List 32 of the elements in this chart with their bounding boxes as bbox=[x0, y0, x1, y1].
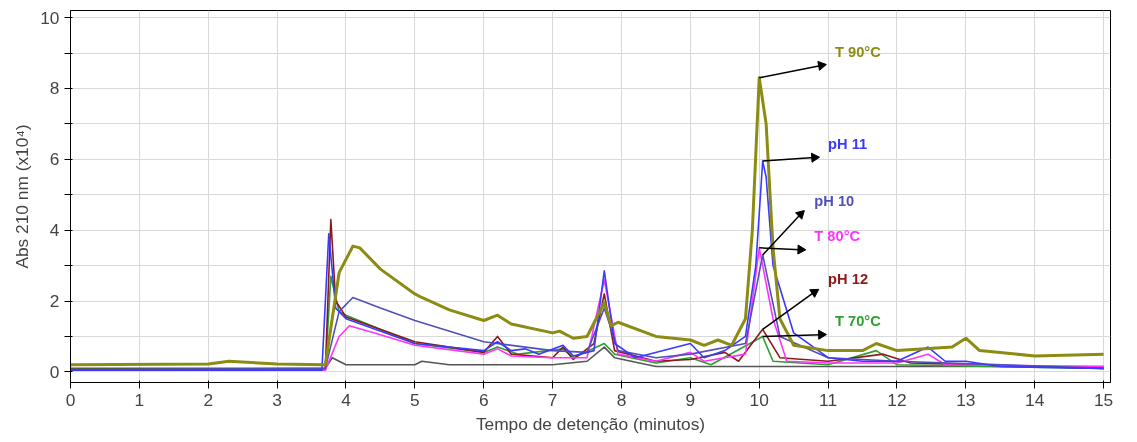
x-tick-label: 15 bbox=[1093, 389, 1114, 410]
x-axis-title: Tempo de detenção (minutos) bbox=[475, 413, 706, 434]
x-tick-label: 6 bbox=[478, 389, 489, 410]
line-series bbox=[70, 76, 1106, 367]
x-tick-label: 0 bbox=[65, 389, 76, 410]
y-axis-title: Abs 210 nm (x10⁴) bbox=[12, 124, 33, 269]
x-tick-label: 11 bbox=[819, 389, 838, 410]
line-series bbox=[70, 160, 1105, 371]
x-tick-label: 5 bbox=[410, 389, 420, 410]
text: T 90°C bbox=[835, 44, 882, 61]
x-tick-label: 7 bbox=[547, 389, 558, 410]
y-tick-label: 4 bbox=[49, 220, 60, 241]
x-tick-label: 13 bbox=[956, 389, 976, 410]
y-tick-label: 0 bbox=[49, 361, 60, 382]
y-tick-label: 8 bbox=[49, 78, 60, 99]
x-tick-label: 8 bbox=[616, 389, 627, 410]
y-tick-label: 6 bbox=[49, 149, 60, 170]
x-tick-label: 10 bbox=[749, 389, 769, 410]
text: pH 11 bbox=[828, 136, 868, 153]
y-tick-label: 2 bbox=[49, 291, 60, 312]
text: pH 10 bbox=[814, 192, 855, 209]
x-tick-label: 3 bbox=[272, 389, 282, 410]
y-tick-label: 10 bbox=[40, 7, 60, 28]
x-tick-label: 2 bbox=[203, 389, 214, 410]
x-tick-label: 1 bbox=[134, 389, 145, 410]
series-label: T 70°C bbox=[835, 313, 882, 330]
x-tick-label: 9 bbox=[685, 389, 696, 410]
x-tick-label: 14 bbox=[1025, 389, 1045, 410]
x-tick-label: 4 bbox=[341, 389, 352, 410]
text: pH 12 bbox=[828, 270, 869, 287]
x-tick-label: 12 bbox=[887, 389, 907, 410]
text: T 80°C bbox=[814, 228, 861, 245]
